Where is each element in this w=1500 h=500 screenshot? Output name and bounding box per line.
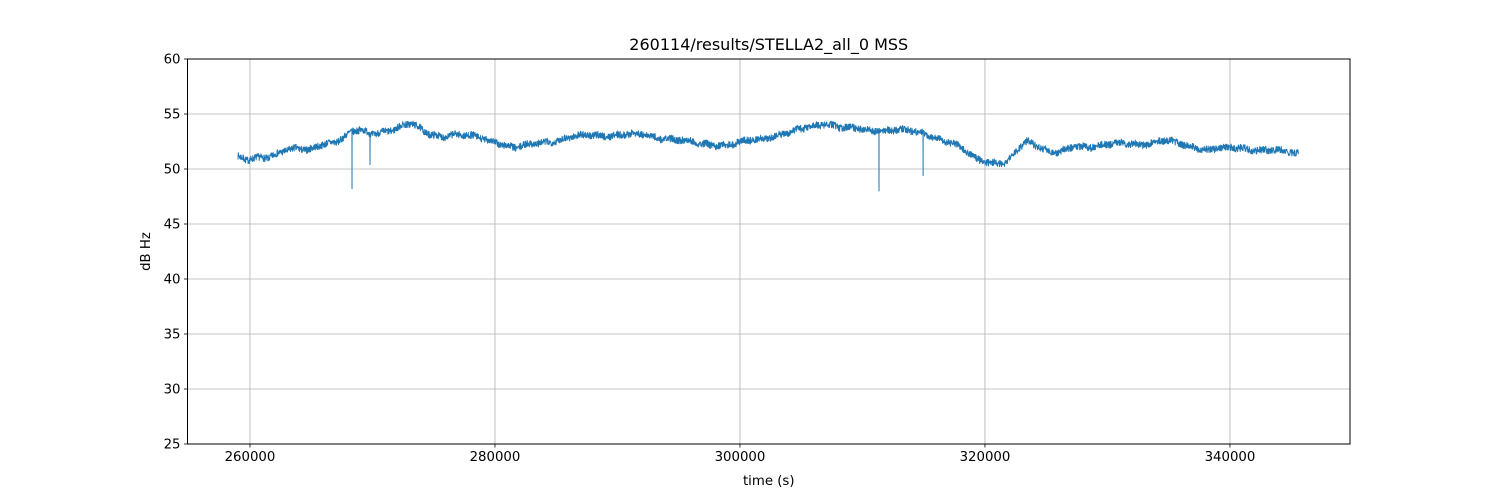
y-tick-label: 60 (164, 53, 181, 68)
gridlines (187, 58, 1350, 445)
axis-tick-labels: 260000 280000 300000 320000 340000 25 30 35 40 45… (164, 53, 1256, 466)
y-tick-label: 45 (164, 218, 181, 233)
data-line-series (237, 120, 1300, 192)
x-tick-label: 280000 (470, 450, 521, 465)
y-tick-label: 40 (164, 273, 181, 288)
y-tick-label: 55 (164, 108, 181, 123)
y-tick-label: 35 (164, 328, 181, 343)
axis-ticks (184, 58, 1231, 448)
y-tick-label: 30 (164, 383, 181, 398)
y-axis-label: dB Hz (139, 232, 154, 271)
x-tick-label: 300000 (715, 450, 766, 465)
y-tick-label: 50 (164, 163, 181, 178)
y-tick-label: 25 (164, 438, 181, 453)
chart-title: 260114/results/STELLA2_all_0 MSS (629, 35, 908, 55)
x-tick-label: 340000 (1205, 450, 1256, 465)
x-tick-label: 320000 (960, 450, 1011, 465)
x-tick-label: 260000 (225, 450, 276, 465)
x-axis-label: time (s) (743, 474, 795, 489)
plot-border (187, 58, 1351, 445)
